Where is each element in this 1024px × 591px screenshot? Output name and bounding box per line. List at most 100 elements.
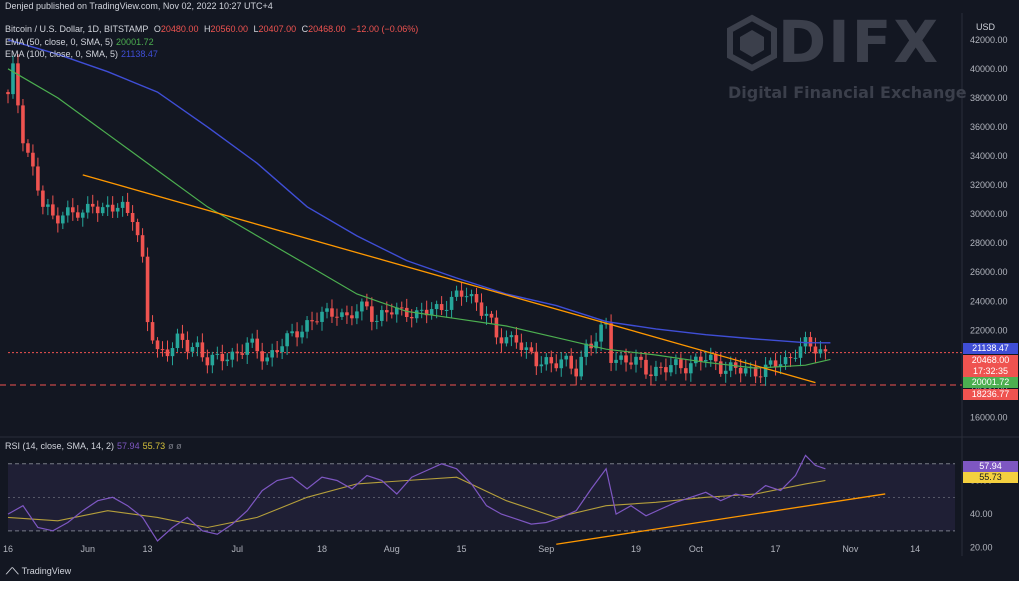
candle <box>240 353 245 355</box>
last-price-tag: 20468.00 <box>963 355 1018 366</box>
time-axis-tick: Oct <box>689 544 704 554</box>
ema50-legend[interactable]: EMA (50, close, 0, SMA, 5) 20001.72 <box>5 37 157 47</box>
candle <box>474 294 479 303</box>
price-axis-tick: 42000.00 <box>970 35 1008 45</box>
candle <box>46 204 50 207</box>
candle <box>758 376 763 378</box>
candle <box>803 337 808 347</box>
ema100-legend[interactable]: EMA (100, close, 0, SMA, 5) 21138.47 <box>5 49 161 59</box>
candle <box>429 309 434 316</box>
candle <box>504 337 509 344</box>
candle <box>449 296 454 310</box>
candle <box>130 212 135 223</box>
time-axis-tick: 13 <box>143 544 153 554</box>
candle <box>569 355 574 369</box>
rsi-label: RSI (14, close, SMA, 14, 2) <box>5 441 115 451</box>
symbol-header: Bitcoin / U.S. Dollar, 1D, BITSTAMP O204… <box>5 24 421 34</box>
candle <box>629 362 633 365</box>
price-axis-tick: 22000.00 <box>970 325 1008 335</box>
candle <box>674 359 678 366</box>
candle <box>773 360 778 367</box>
close-value: 20468.00 <box>308 24 346 34</box>
candle <box>330 308 334 317</box>
candle <box>669 365 673 373</box>
price-axis-tick: 38000.00 <box>970 93 1008 103</box>
time-axis-tick: 15 <box>457 544 467 554</box>
candle <box>185 339 190 352</box>
candle <box>454 290 459 297</box>
low-line-price-tag: 18236.77 <box>963 389 1018 400</box>
ema100-line[interactable] <box>7 39 831 344</box>
price-axis-tick: 18000.00 <box>970 383 1008 393</box>
rsi-price-tag: 57.94 <box>963 461 1018 472</box>
candle <box>105 204 110 208</box>
tradingview-label: TradingView <box>21 566 72 576</box>
high-value: 20560.00 <box>210 24 249 34</box>
candle <box>345 312 349 316</box>
rsi-legend[interactable]: RSI (14, close, SMA, 14, 2) 57.94 55.73 ø ø <box>5 441 185 451</box>
candle <box>140 235 145 257</box>
chart-frame: Denjed published on TradingView.com, Nov… <box>0 0 1019 581</box>
ema50-line[interactable] <box>7 68 831 369</box>
candle <box>85 203 90 213</box>
candle <box>619 355 623 360</box>
candle <box>689 363 693 374</box>
candle <box>56 215 60 224</box>
price-axis-tick: 30000.00 <box>970 209 1008 219</box>
candle <box>365 301 369 307</box>
candle <box>270 350 274 358</box>
price-axis-tick: 32000.00 <box>970 180 1008 190</box>
time-axis-tick: 14 <box>910 544 920 554</box>
candle <box>61 215 65 224</box>
candle <box>245 342 250 355</box>
candle <box>225 359 230 362</box>
time-axis-tick: Jul <box>232 544 244 554</box>
candle <box>125 201 130 213</box>
ema100-value: 21138.47 <box>121 49 158 59</box>
candle <box>514 335 519 343</box>
candle <box>459 290 464 297</box>
candle <box>524 347 529 350</box>
open-label: O <box>153 24 161 34</box>
open-value: 20480.00 <box>160 24 199 34</box>
candle <box>414 310 419 319</box>
candle <box>409 317 414 319</box>
candle <box>80 212 85 218</box>
rsi-axis-tick: 40.00 <box>970 509 993 519</box>
candle <box>315 321 319 323</box>
candle <box>464 296 469 298</box>
tradingview-logo-icon: ⟋⟍ <box>6 566 19 576</box>
rsi-line[interactable] <box>7 454 826 542</box>
price-trendline[interactable] <box>82 174 816 384</box>
candle <box>793 357 798 359</box>
candle <box>135 222 140 236</box>
candle <box>260 351 264 362</box>
tradingview-brand[interactable]: ⟋⟍ TradingView <box>6 566 71 577</box>
price-axis-tick: 34000.00 <box>970 151 1008 161</box>
candle <box>469 294 474 297</box>
candle <box>340 312 344 317</box>
candle <box>434 304 439 310</box>
rsi-trendline[interactable] <box>556 493 886 545</box>
candle <box>818 349 823 354</box>
candle <box>210 354 215 366</box>
price-axis-tick: 26000.00 <box>970 267 1008 277</box>
rsi-axis-tick: 20.00 <box>970 543 993 553</box>
price-chart[interactable]: 16000.0018000.0020000.0022000.0024000.00… <box>0 0 1019 581</box>
candle <box>389 312 394 315</box>
candle <box>175 333 180 349</box>
candle <box>100 207 105 214</box>
candle <box>399 307 404 309</box>
candle <box>644 359 648 375</box>
candle <box>529 347 534 352</box>
candle <box>110 204 115 212</box>
candle <box>26 143 30 153</box>
rsi-extra: ø ø <box>168 441 182 451</box>
candle <box>509 335 514 338</box>
candle <box>634 356 638 365</box>
difx-wordmark: DIFX <box>778 8 941 76</box>
candle <box>220 353 225 362</box>
candle <box>370 306 374 322</box>
candle <box>444 309 449 311</box>
candle <box>599 324 603 342</box>
